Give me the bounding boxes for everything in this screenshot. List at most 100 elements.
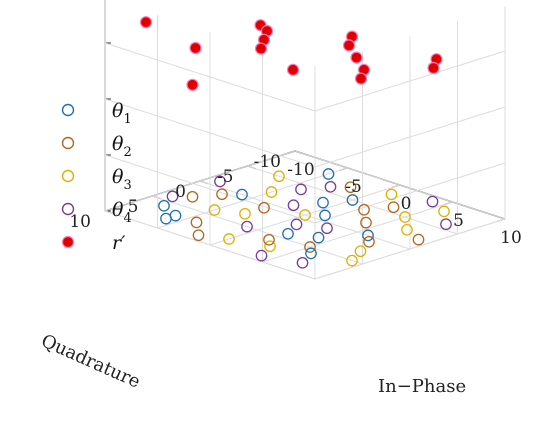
- upper-point: [350, 51, 363, 64]
- ground-point: [344, 181, 357, 194]
- ground-points: [158, 168, 452, 269]
- ground-point: [160, 212, 172, 225]
- upper-point: [286, 63, 300, 76]
- side-wall-grid-h: [314, 162, 506, 224]
- y-tick-label: 5: [128, 197, 139, 217]
- ground-point: [324, 180, 337, 193]
- back-wall-grid-h: [104, 210, 316, 280]
- ground-point: [214, 175, 226, 188]
- back-wall-grid-h: [104, 42, 316, 112]
- ground-point: [322, 168, 335, 180]
- ground-point: [236, 188, 248, 201]
- ground-point: [190, 216, 203, 229]
- y-axis-label: Quadrature: [38, 330, 143, 392]
- y-tick-label: 10: [69, 212, 91, 232]
- upper-point: [354, 72, 368, 85]
- ground-point: [241, 220, 253, 233]
- upper-point: [254, 42, 268, 55]
- back-wall-grid-h: [104, 154, 316, 224]
- x-axis-label: In−Phase: [378, 376, 466, 397]
- ground-point: [346, 254, 358, 267]
- legend-marker: [61, 235, 75, 249]
- ground-point: [362, 229, 374, 242]
- ground-point: [208, 204, 221, 216]
- ground-point: [346, 194, 359, 206]
- ground-point: [321, 222, 333, 235]
- ground-point: [401, 223, 413, 236]
- ground-point: [258, 201, 270, 214]
- ground-point: [317, 196, 329, 209]
- x-tick-label: 0: [401, 194, 412, 214]
- ground-point: [192, 229, 205, 242]
- x-tick-label: 10: [500, 228, 522, 248]
- x-tick-label: 5: [453, 211, 464, 231]
- side-wall-grid-h: [314, 106, 506, 168]
- x-tick-label: -10: [287, 160, 314, 180]
- ground-point: [223, 233, 235, 245]
- legend-label: r′: [112, 232, 126, 254]
- legend-label-subscript: 4: [123, 211, 131, 226]
- legend-label: θ1: [112, 100, 132, 127]
- legend-label: θ2: [112, 133, 132, 160]
- ground-point: [239, 207, 251, 220]
- legend-label-subscript: 3: [123, 178, 131, 193]
- ground-point: [287, 199, 300, 212]
- ground-point: [169, 209, 182, 222]
- ground-point: [399, 211, 411, 223]
- ground-point: [264, 240, 276, 253]
- ground-point: [412, 233, 425, 246]
- floor-grid-x: [262, 201, 453, 263]
- upper-point: [427, 61, 440, 75]
- ground-point: [426, 195, 439, 208]
- ground-point: [265, 186, 278, 198]
- axes-frame: [104, 0, 506, 222]
- ground-point: [354, 245, 367, 258]
- floor-grid-y: [199, 180, 411, 250]
- y-tick-label: 0: [175, 182, 186, 202]
- ground-point: [186, 190, 199, 203]
- ground-point: [438, 205, 450, 218]
- ground-point: [312, 231, 325, 244]
- ground-point: [255, 249, 268, 262]
- ground-point: [299, 209, 311, 221]
- ground-point: [305, 247, 317, 260]
- x-tick-label: -5: [345, 177, 362, 197]
- tick-labels: -10 -5 0 5 10 -10 -5 0 5 10: [69, 152, 521, 248]
- ground-point: [263, 233, 275, 246]
- ground-point: [360, 216, 372, 229]
- legend-label-subscript: 2: [123, 145, 131, 160]
- upper-point: [342, 39, 356, 52]
- ground-point: [282, 227, 294, 240]
- grid-lines: [104, 0, 506, 280]
- ground-point: [273, 170, 285, 183]
- ground-point: [295, 183, 307, 196]
- legend-marker: [61, 136, 75, 150]
- legend-marker: [61, 103, 75, 117]
- ground-point: [296, 256, 309, 269]
- ground-point: [216, 188, 228, 201]
- upper-point: [189, 41, 202, 55]
- ground-point: [304, 241, 316, 253]
- y-tick-label: -5: [217, 167, 234, 187]
- upper-point: [139, 16, 153, 29]
- ground-point: [385, 188, 398, 201]
- legend-label: θ3: [112, 166, 132, 193]
- legend-marker: [61, 169, 75, 183]
- ground-point: [166, 190, 179, 203]
- floor-grid-y: [152, 195, 363, 265]
- legend-marker: [61, 202, 75, 216]
- ground-point: [158, 199, 170, 212]
- upper-point: [186, 78, 199, 91]
- ground-point: [440, 218, 452, 231]
- ground-point: [319, 209, 331, 222]
- ground-point: [363, 235, 375, 248]
- side-wall-grid-h: [314, 218, 506, 280]
- ground-point: [290, 218, 303, 231]
- side-wall-grid-h: [314, 50, 506, 112]
- y-tick-label: -10: [254, 152, 281, 172]
- legend-label-subscript: 1: [123, 112, 131, 127]
- ground-point: [358, 203, 370, 216]
- back-wall-grid-h: [104, 98, 316, 168]
- upper-points: [139, 16, 443, 91]
